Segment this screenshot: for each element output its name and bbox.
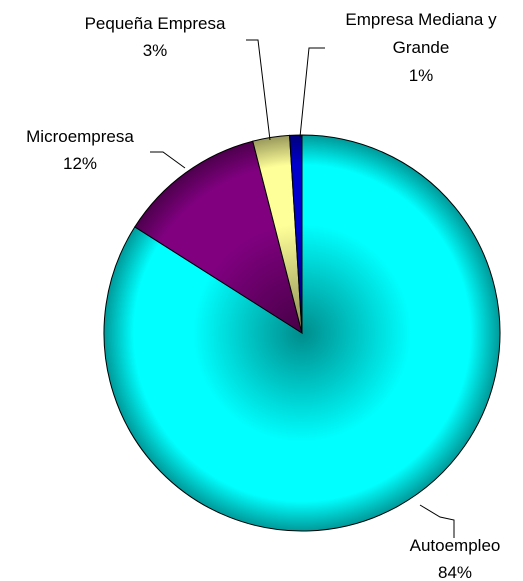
pie-slice bbox=[289, 134, 303, 334]
value-label: 1% bbox=[408, 66, 434, 85]
value-label: 84% bbox=[437, 563, 473, 581]
leader-line bbox=[246, 39, 271, 141]
leader-line bbox=[419, 504, 455, 538]
slice-label: Microempresa 12% bbox=[0, 123, 160, 177]
category-label: Microempresa bbox=[26, 127, 134, 146]
pie-slice bbox=[134, 140, 303, 335]
slice-label: Pequeña Empresa 3% bbox=[55, 10, 255, 64]
category-label: Autoempleo bbox=[409, 536, 501, 555]
leader-line bbox=[150, 151, 186, 169]
value-label: 3% bbox=[142, 41, 168, 60]
slice-label: Autoempleo 84% bbox=[380, 532, 523, 581]
category-label: Pequeña Empresa bbox=[84, 14, 226, 33]
category-label: Empresa Mediana y Grande bbox=[345, 10, 497, 57]
leader-line bbox=[299, 47, 325, 138]
slice-label: Empresa Mediana y Grande 1% bbox=[340, 6, 502, 90]
value-label: 12% bbox=[62, 154, 98, 173]
